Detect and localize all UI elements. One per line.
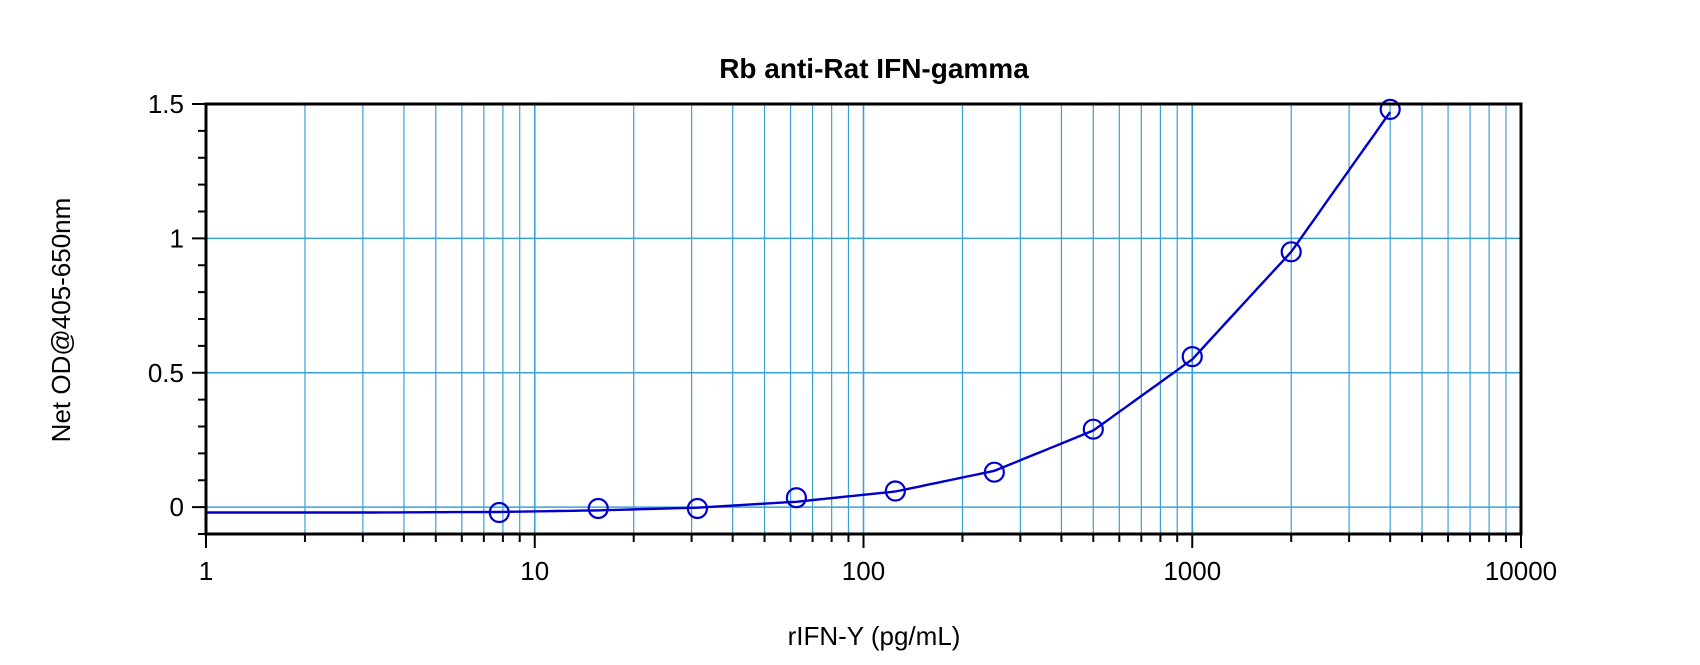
data-point: [785, 487, 807, 509]
y-tick-label: 1.5: [148, 89, 184, 119]
x-tick-label: 100: [842, 556, 885, 586]
x-tick-label: 10000: [1485, 556, 1557, 586]
data-point: [1280, 241, 1302, 263]
fit-curve: [206, 111, 1392, 514]
fit-curve-layer: [206, 111, 1392, 514]
x-tick-label: 1000: [1163, 556, 1221, 586]
x-tick-label: 10: [520, 556, 549, 586]
data-point: [1082, 418, 1104, 440]
data-point: [983, 461, 1005, 483]
data-point: [1181, 346, 1203, 368]
data-point: [1379, 98, 1401, 120]
chart-title: Rb anti-Rat IFN-gamma: [719, 53, 1029, 84]
data-points: [488, 98, 1401, 524]
data-point: [587, 497, 609, 520]
y-tick-label: 0: [170, 492, 184, 522]
grid: [206, 104, 1521, 534]
ticks: 1 10 100 1000 10000 0 0.5 1 1.5: [148, 89, 1557, 586]
x-axis-label: rIFN-Y (pg/mL): [788, 621, 961, 651]
y-tick-label: 0.5: [148, 358, 184, 388]
y-tick-label: 1: [170, 223, 184, 253]
data-point: [686, 497, 709, 520]
data-point: [488, 501, 510, 524]
x-tick-label: 1: [199, 556, 213, 586]
data-point: [884, 480, 906, 502]
y-axis-label: Net OD@405-650nm: [46, 198, 76, 443]
